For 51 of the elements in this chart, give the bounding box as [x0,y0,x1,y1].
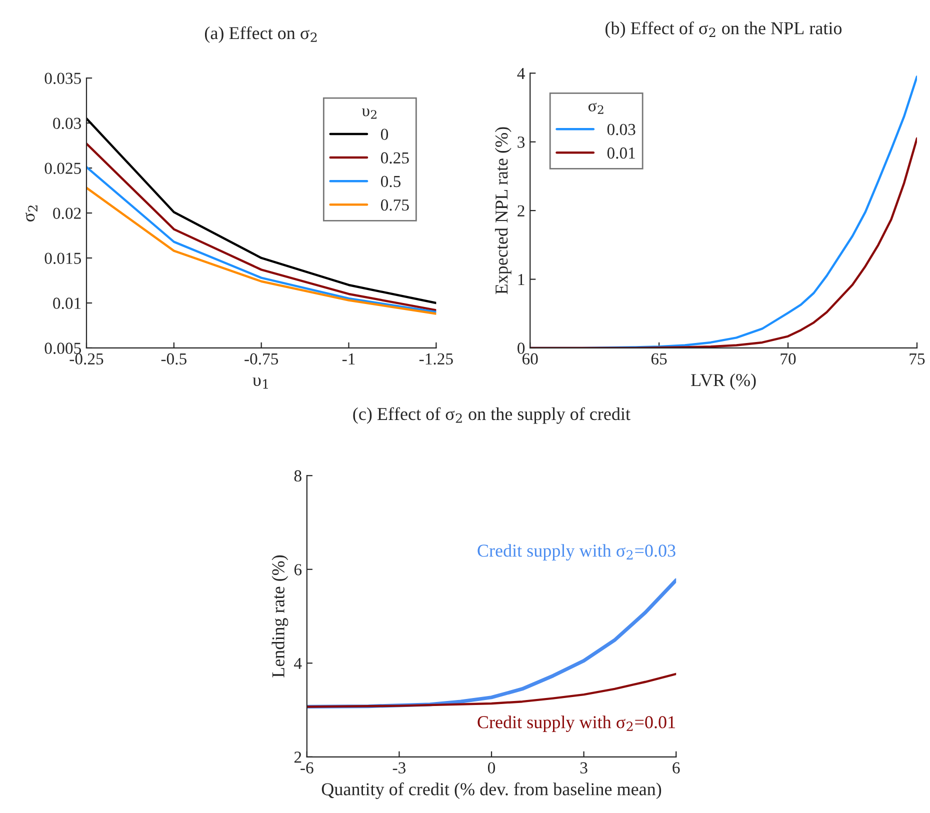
x-tick-label: -0.25 [70,353,104,365]
legend-label: 0.5 [380,176,401,188]
x-tick-label: 3 [580,762,588,774]
legend-label: 0.75 [380,199,409,211]
x-tick-label: 6 [672,762,680,774]
x-tick-label: -0.75 [244,353,278,365]
series-label: Credit supply with σ$_{2}$=0.01 [478,716,675,732]
legend-label: 0.03 [607,124,636,136]
y-tick-label: 0.01 [53,298,81,309]
y-tick-label: 2 [294,752,302,763]
y-tick-label: 0.025 [44,162,81,174]
y-tick-label: 0.015 [44,252,81,264]
y-tick-label: 3 [518,136,525,148]
x-tick-label: 75 [910,353,925,365]
y-axis-title: Lending rate (%) [272,555,288,678]
chart-title: (c) Effect of σ$_{2}$ on the supply of credit [353,407,630,424]
x-tick-label: 70 [780,353,796,365]
x-tick-label: 0 [488,762,496,774]
x-tick-label: -0.5 [161,353,186,365]
y-tick-label: 0.005 [44,342,81,354]
legend-label: 0 [380,128,388,140]
x-axis-title: Quantity of credit (% dev. from baseline mean) [322,782,662,800]
y-axis-title: Expected NPL rate (%) [494,127,512,294]
chart-title: (b) Effect of σ$_{2}$ on the NPL ratio [606,21,842,38]
y-tick-label: 0.035 [44,72,81,84]
chart-title: (a) Effect on σ$_{2}$ [204,26,317,43]
x-tick-label: 65 [651,353,667,365]
x-tick-label: -3 [392,762,406,774]
x-tick-label: -1 [342,353,355,364]
y-tick-label: 0 [518,342,525,354]
legend-title: υ$_{2}$ [362,108,376,119]
y-axis-title: σ$_{2}$ [25,206,38,222]
line-series [306,672,676,708]
y-tick-label: 1 [518,274,524,286]
y-tick-label: 0.03 [53,118,81,130]
y-tick-label: 8 [294,470,302,482]
x-axis-title: υ$_{1}$ [252,377,268,389]
y-tick-label: 4 [294,658,302,669]
x-axis-title: LVR (%) [691,373,756,390]
x-tick-label: -1.25 [419,353,453,365]
x-tick-label: -6 [300,762,314,774]
legend-label: 0.25 [380,152,409,164]
y-tick-label: 0.02 [53,208,81,220]
x-tick-label: 60 [522,353,538,365]
y-tick-label: 6 [294,564,302,576]
line-series [86,117,436,304]
legend-label: 0.01 [607,147,635,159]
y-tick-label: 4 [517,68,525,79]
y-tick-label: 2 [518,205,524,216]
series-label: Credit supply with σ$_{2}$=0.03 [478,544,676,561]
legend-title: σ$_{2}$ [588,102,604,114]
